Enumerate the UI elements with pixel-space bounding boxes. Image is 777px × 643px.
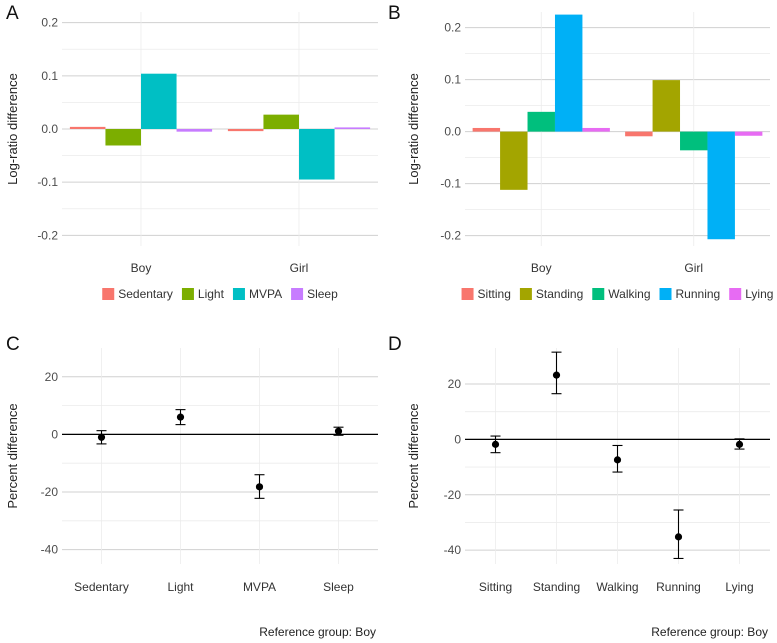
point-sitting	[491, 440, 500, 448]
x-category-label: Lying	[725, 580, 753, 594]
y-tick-label: -0.1	[440, 177, 461, 191]
y-axis-label: Percent difference	[406, 403, 421, 508]
point-sleep	[334, 427, 343, 435]
x-category-label: Boy	[131, 261, 152, 275]
panel-letter-a: A	[6, 3, 19, 24]
legend-label-lying: Lying	[745, 287, 773, 301]
y-axis-label: Log-ratio difference	[406, 73, 421, 185]
legend-label-light: Light	[198, 287, 225, 301]
y-tick-label: -40	[444, 543, 462, 557]
legend-swatch-running	[659, 288, 672, 300]
bar-standing-boy	[500, 131, 528, 190]
bar-walking-girl	[680, 131, 708, 151]
y-axis-label: Percent difference	[5, 403, 20, 508]
x-category-label: Boy	[531, 261, 552, 275]
bar-sitting-boy	[472, 127, 501, 132]
y-tick-label: 0.2	[41, 16, 58, 30]
y-tick-label: 0	[51, 427, 58, 441]
y-axis-label: Log-ratio difference	[5, 73, 20, 185]
bar-mvpa-boy	[141, 73, 177, 129]
legend-swatch-sedentary	[102, 288, 115, 300]
y-tick-label: 0.1	[444, 73, 461, 87]
legend-swatch-sleep	[291, 288, 304, 300]
bar-mvpa-girl	[299, 129, 335, 180]
legend-label-running: Running	[676, 287, 721, 301]
bar-light-girl	[263, 114, 299, 129]
legend-swatch-standing	[519, 288, 532, 300]
legend-label-sedentary: Sedentary	[118, 287, 173, 301]
legend-label-mvpa: MVPA	[249, 287, 282, 301]
point-running	[674, 533, 683, 541]
x-category-label: MVPA	[243, 580, 276, 594]
reference-caption: Reference group: Boy	[259, 625, 376, 639]
y-tick-label: 20	[45, 370, 59, 384]
bar-walking-boy	[527, 111, 555, 132]
panel-d: D 20 0 -20 -40 Percent difference Sitting Stand…	[388, 334, 770, 639]
panel-a: A 0.2 0.1 0.0 -0.1 -0.2 Log-ratio difference Bo…	[5, 3, 378, 301]
y-tick-label: 0	[454, 432, 461, 446]
bar-lying-girl	[734, 131, 763, 136]
x-category-label: Girl	[290, 261, 309, 275]
point-walking	[613, 456, 622, 464]
point-standing	[552, 371, 561, 379]
y-tick-label: -20	[41, 485, 59, 499]
x-category-label: Running	[656, 580, 701, 594]
legend-swatch-lying	[729, 288, 742, 300]
panel-b: B 0.2 0.1 0.0 -0.1 -0.2 Log-ratio difference Bo…	[388, 3, 773, 301]
x-category-label: Light	[167, 580, 194, 594]
legend: Sitting Standing Walking Running Lying	[461, 287, 773, 301]
y-tick-label: -20	[444, 488, 462, 502]
panel-letter-d: D	[388, 334, 402, 355]
y-tick-label: 20	[448, 377, 462, 391]
bar-sleep-girl	[334, 127, 371, 129]
y-tick-label: 0.0	[444, 125, 461, 139]
x-category-label: Sleep	[323, 580, 354, 594]
bar-running-boy	[554, 14, 583, 132]
y-tick-label: 0.2	[444, 21, 461, 35]
y-tick-label: -0.2	[440, 229, 461, 243]
legend-label-standing: Standing	[536, 287, 583, 301]
x-category-label: Walking	[596, 580, 638, 594]
legend: Sedentary Light MVPA Sleep	[102, 287, 338, 301]
bar-sedentary-boy	[69, 126, 106, 129]
y-tick-label: 0.0	[41, 122, 58, 136]
legend-swatch-mvpa	[232, 288, 245, 300]
legend-swatch-light	[181, 288, 194, 300]
point-light	[176, 413, 185, 421]
bar-sedentary-girl	[227, 129, 264, 132]
bar-sitting-girl	[625, 131, 653, 137]
point-lying	[735, 440, 744, 448]
y-tick-label: 0.1	[41, 69, 58, 83]
legend-label-sleep: Sleep	[307, 287, 338, 301]
y-tick-label: -0.2	[37, 228, 58, 242]
point-sedentary	[97, 433, 106, 441]
legend-swatch-walking	[592, 288, 605, 300]
x-category-label: Girl	[684, 261, 703, 275]
bar-lying-boy	[582, 127, 610, 132]
legend-swatch-sitting	[461, 288, 474, 300]
legend-label-sitting: Sitting	[478, 287, 511, 301]
legend-label-walking: Walking	[608, 287, 650, 301]
x-category-label: Standing	[533, 580, 580, 594]
panel-letter-b: B	[388, 3, 401, 24]
panel-letter-c: C	[6, 334, 20, 355]
x-category-label: Sitting	[479, 580, 512, 594]
bar-light-boy	[105, 129, 141, 146]
bar-standing-girl	[652, 80, 681, 132]
panel-c: C 20 0 -20 -40 Percent difference Sedentary Lig…	[5, 334, 378, 639]
reference-caption: Reference group: Boy	[651, 625, 768, 639]
y-tick-label: -40	[41, 543, 59, 557]
x-category-label: Sedentary	[74, 580, 129, 594]
bar-sleep-boy	[176, 129, 213, 132]
point-mvpa	[255, 483, 264, 491]
bar-running-girl	[707, 131, 735, 240]
y-tick-label: -0.1	[37, 175, 58, 189]
